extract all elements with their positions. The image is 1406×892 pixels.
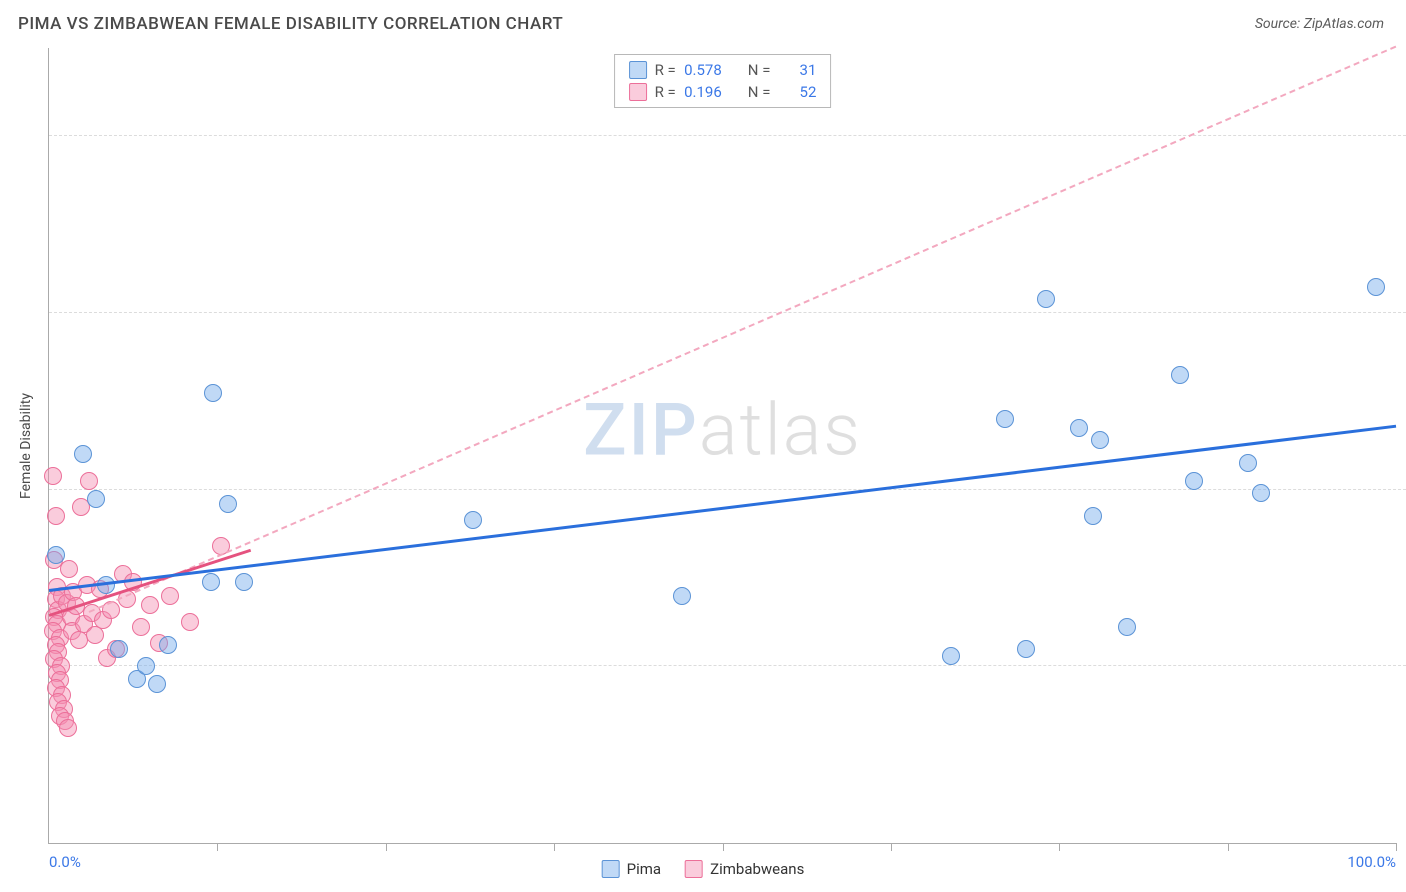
correlation-legend: R = 0.578 N = 31 R = 0.196 N = 52	[614, 54, 832, 108]
y-tick-label: 30.0%	[1401, 286, 1406, 304]
data-point-pima	[1171, 366, 1189, 384]
n-label: N =	[748, 61, 771, 79]
swatch-zimbabweans	[685, 860, 703, 878]
data-point-pima	[137, 657, 155, 675]
data-point-pima	[1017, 640, 1035, 658]
data-point-pima	[464, 511, 482, 529]
x-tick	[723, 843, 724, 851]
y-tick-label: 20.0%	[1401, 463, 1406, 481]
data-point-pima	[1070, 419, 1088, 437]
watermark: ZIPatlas	[583, 387, 862, 472]
data-point-pima	[87, 490, 105, 508]
y-tick-label: 40.0%	[1401, 109, 1406, 127]
chart-title: PIMA VS ZIMBABWEAN FEMALE DISABILITY COR…	[18, 14, 563, 34]
legend-item-zimbabweans: Zimbabweans	[685, 860, 804, 878]
watermark-zip: ZIP	[583, 387, 699, 472]
data-point-pima	[1037, 290, 1055, 308]
data-point-pima	[1367, 278, 1385, 296]
x-tick	[386, 843, 387, 851]
gridline	[49, 489, 1406, 490]
data-point-zimbabweans	[132, 618, 150, 636]
legend-item-pima: Pima	[602, 860, 661, 878]
r-label: R =	[655, 83, 676, 101]
chart-header: PIMA VS ZIMBABWEAN FEMALE DISABILITY COR…	[0, 0, 1406, 44]
gridline	[49, 135, 1406, 136]
y-axis-label: Female Disability	[18, 393, 34, 499]
data-point-zimbabweans	[44, 467, 62, 485]
data-point-pima	[159, 636, 177, 654]
data-point-zimbabweans	[47, 507, 65, 525]
data-point-pima	[148, 675, 166, 693]
data-point-pima	[1084, 507, 1102, 525]
data-point-pima	[204, 384, 222, 402]
swatch-pima	[629, 61, 647, 79]
data-point-pima	[202, 573, 220, 591]
data-point-pima	[47, 546, 65, 564]
n-value-zimbabweans: 52	[778, 83, 816, 101]
data-point-pima	[1252, 484, 1270, 502]
swatch-pima	[602, 860, 620, 878]
x-tick	[891, 843, 892, 851]
n-value-pima: 31	[778, 61, 816, 79]
data-point-zimbabweans	[181, 613, 199, 631]
x-tick	[1228, 843, 1229, 851]
x-tick	[554, 843, 555, 851]
y-axis-label-wrap: Female Disability	[14, 48, 38, 844]
data-point-pima	[1185, 472, 1203, 490]
legend-label: Pima	[627, 860, 661, 878]
data-point-pima	[1239, 454, 1257, 472]
n-label: N =	[748, 83, 771, 101]
data-point-pima	[942, 647, 960, 665]
x-tick	[1396, 843, 1397, 851]
legend-row-zimbabweans: R = 0.196 N = 52	[615, 81, 831, 103]
data-point-pima	[996, 410, 1014, 428]
x-tick	[217, 843, 218, 851]
data-point-zimbabweans	[141, 596, 159, 614]
data-point-zimbabweans	[59, 719, 77, 737]
chart-area: ZIPatlas R = 0.578 N = 31 R = 0.196 N = …	[48, 48, 1396, 844]
data-point-zimbabweans	[80, 472, 98, 490]
legend-label: Zimbabweans	[710, 860, 804, 878]
plot-area: ZIPatlas R = 0.578 N = 31 R = 0.196 N = …	[48, 48, 1396, 844]
data-point-zimbabweans	[161, 587, 179, 605]
data-point-pima	[219, 495, 237, 513]
x-tick-label: 0.0%	[49, 853, 81, 871]
r-value-zimbabweans: 0.196	[684, 83, 722, 101]
series-legend: Pima Zimbabweans	[602, 860, 805, 878]
swatch-zimbabweans	[629, 83, 647, 101]
chart-source: Source: ZipAtlas.com	[1255, 16, 1384, 32]
r-label: R =	[655, 61, 676, 79]
x-tick	[1059, 843, 1060, 851]
gridline	[49, 312, 1406, 313]
data-point-pima	[1091, 431, 1109, 449]
r-value-pima: 0.578	[684, 61, 722, 79]
y-tick-label: 10.0%	[1401, 639, 1406, 657]
trend-line	[49, 425, 1396, 592]
trend-line	[89, 46, 1396, 613]
data-point-pima	[110, 640, 128, 658]
data-point-pima	[1118, 618, 1136, 636]
x-tick-label: 100.0%	[1347, 853, 1396, 871]
gridline	[49, 665, 1406, 666]
data-point-zimbabweans	[60, 560, 78, 578]
watermark-atlas: atlas	[699, 387, 862, 472]
data-point-pima	[235, 573, 253, 591]
data-point-pima	[673, 587, 691, 605]
legend-row-pima: R = 0.578 N = 31	[615, 59, 831, 81]
data-point-pima	[74, 445, 92, 463]
